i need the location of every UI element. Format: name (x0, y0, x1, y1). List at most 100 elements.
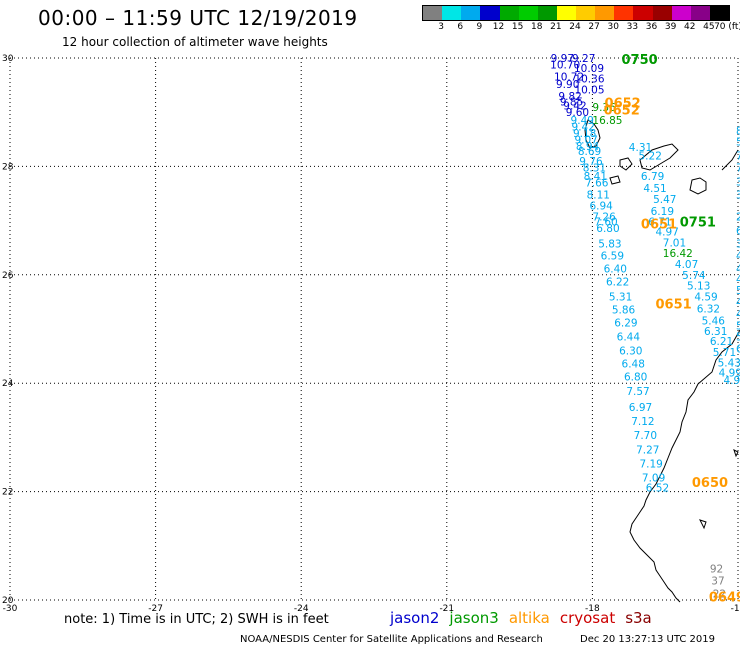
color-scale-label: 15 (511, 22, 524, 32)
color-scale-label: 36 (645, 22, 658, 32)
chart-title: 00:00 – 11:59 UTC 12/19/2019 (38, 6, 358, 30)
axis-tick-labels: -30 -27 -24 -21 -18 -15 30 28 26 24 22 20 (2, 54, 740, 614)
wave-height-reading: 4.59 (694, 291, 717, 303)
color-scale-label: 33 (626, 22, 639, 32)
wave-height-reading: 4.51 (643, 183, 666, 195)
color-scale-label: 24 (569, 22, 581, 32)
footer-timestamp: Dec 20 13:27:13 UTC 2019 (580, 634, 715, 645)
color-swatch (709, 6, 729, 20)
color-scale-label: 30 (607, 22, 619, 32)
y-tick-label: 20 (2, 596, 14, 606)
wave-height-reading: 7 (736, 162, 740, 174)
legend-entry-cryosat: cryosat (559, 609, 616, 627)
color-swatch (537, 6, 557, 20)
wave-readings: 9.979.2710.7010.0910.7210.369.9010.059.8… (550, 53, 740, 600)
color-scale-label: 42 (684, 22, 696, 32)
legend-entry-altika: altika (508, 609, 550, 627)
wave-height-reading: 6.29 (614, 317, 637, 329)
color-scale-label: 21 (550, 22, 562, 32)
island-el-hierro (609, 175, 621, 185)
pass-time-label: 0750 (622, 53, 658, 68)
wave-height-reading: 9.42 (572, 121, 595, 133)
wave-height-reading: 9.27 (572, 53, 595, 65)
x-tick-label: -18 (585, 604, 600, 614)
wave-height-reading: 4.91 (723, 375, 740, 387)
island-fuerteventura (721, 149, 739, 171)
color-scale-label: 70 (ft) (714, 22, 740, 32)
wave-height-reading: 6.19 (651, 206, 674, 218)
legend-entry-jason2: jason2 (390, 609, 440, 627)
pass-time-label: 0649 (709, 591, 740, 606)
x-tick-label: -30 (3, 604, 18, 614)
color-scale-label: 9 (476, 22, 483, 32)
satellite-legend: jason2 jason3 altika cryosat s3a (390, 609, 662, 627)
wave-height-reading: 6.32 (697, 303, 720, 315)
wave-height-reading: 6.48 (622, 359, 645, 371)
wave-height-reading: 37 (711, 575, 724, 587)
wave-height-reading: 6.44 (617, 332, 641, 344)
color-scale-label: 12 (492, 22, 505, 32)
wave-height-reading: 9.90 (556, 79, 579, 91)
wave-height-reading: 4.99 (719, 367, 740, 379)
color-swatch (690, 6, 710, 20)
wave-height-reading: 6.07 (736, 344, 740, 356)
wave-height-reading: 9.82 (558, 91, 581, 103)
wave-height-reading: 6.52 (646, 482, 669, 494)
wave-height-reading: 8.69 (578, 146, 601, 158)
wave-height-reading: 6.80 (624, 372, 647, 384)
wave-height-reading: 2. (736, 211, 740, 223)
color-scale-label: 3 (438, 22, 444, 32)
wave-height-reading: 7.70 (634, 430, 657, 442)
island-la-gomera (619, 157, 633, 171)
wave-height-reading: 9.36 (592, 102, 616, 114)
wave-height-reading: 4.31 (629, 142, 652, 154)
wave-height-reading: 7.01 (663, 237, 686, 249)
wave-height-reading: 6.31 (704, 326, 727, 338)
legend-entry-s3a: s3a (625, 609, 652, 627)
wave-height-reading: 8.11 (587, 190, 610, 202)
rock-south (699, 519, 707, 530)
island-tenerife (639, 143, 679, 171)
color-swatch (576, 6, 596, 20)
wave-height-reading: 5.20 (736, 332, 740, 344)
wave-height-reading: 8 (736, 126, 740, 138)
wave-height-reading: 6.97 (629, 402, 652, 414)
wave-height-reading: 9.42 (563, 101, 586, 113)
wave-height-reading: 8.94 (576, 141, 600, 153)
wave-height-reading: 4.07 (675, 259, 698, 271)
pass-time-label: 0651 (655, 298, 691, 313)
wave-height-reading: 4.1 (736, 297, 740, 309)
wave-height-reading: 92 (710, 564, 723, 576)
wave-height-reading: 4.5 (736, 274, 740, 286)
color-swatch (518, 6, 538, 20)
wave-height-reading: 16.85 (592, 115, 622, 127)
wave-height-reading: 5.74 (682, 270, 706, 282)
wave-height-reading: 6.71 (648, 217, 671, 229)
wave-height-reading: 5.46 (702, 315, 726, 327)
pass-time-label: 0651 (641, 217, 677, 232)
wave-height-reading: 16.42 (663, 248, 693, 260)
wave-height-reading: 4.8 (736, 263, 740, 275)
wave-height-reading: 6.59 (601, 250, 624, 262)
x-tick-label: -27 (148, 604, 163, 614)
y-tick-label: 24 (2, 379, 14, 389)
wave-height-reading: 5.43 (718, 358, 740, 370)
wave-height-reading: 5 (736, 136, 740, 148)
color-swatch (595, 6, 615, 20)
island-gran-canaria (689, 177, 707, 195)
africa-coastline (629, 329, 740, 603)
note-text: note: 1) Time is in UTC; 2) SWH is in fe… (64, 612, 329, 627)
wave-height-reading: 5.8 (736, 285, 740, 297)
color-swatch (633, 6, 653, 20)
color-scale-label: 18 (531, 22, 543, 32)
wave-height-reading: 6.80 (596, 223, 619, 235)
wave-height-reading: 10.36 (574, 74, 604, 86)
wave-height-reading: 7.12 (631, 416, 654, 428)
wave-height-reading: 7 (736, 151, 740, 163)
wave-height-reading: 5.13 (687, 281, 710, 293)
wave-height-reading: 7.26 (592, 211, 616, 223)
color-scale-labels: 3 6 9 12 15 18 21 24 27 30 33 36 39 42 45 70 (ft) (422, 22, 740, 34)
legend-entry-jason3: jason3 (449, 609, 499, 627)
color-swatch (556, 6, 576, 20)
